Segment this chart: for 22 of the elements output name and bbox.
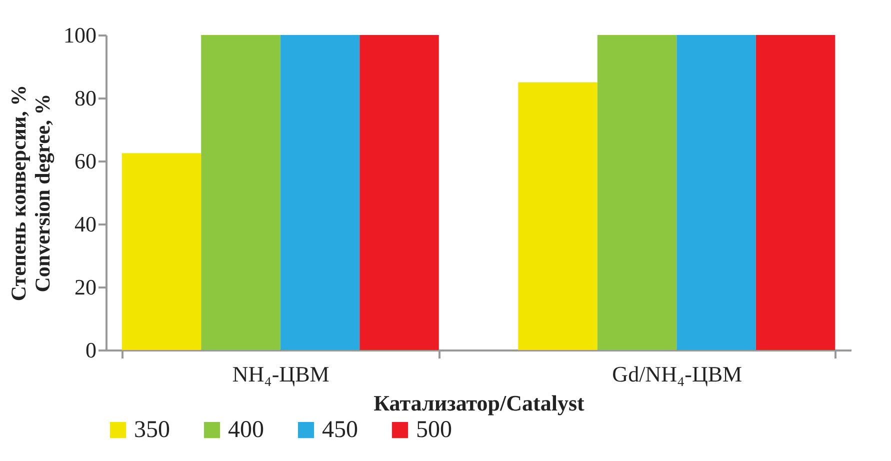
legend-label: 400 — [228, 417, 264, 443]
bar — [360, 35, 439, 350]
legend-label: 500 — [416, 417, 452, 443]
y-tick-label: 60 — [74, 148, 96, 174]
bar — [280, 35, 360, 350]
bar — [597, 35, 677, 350]
bar — [676, 35, 756, 350]
x-tick-label: NH₄-ЦВМ — [232, 362, 330, 386]
bar — [518, 82, 598, 350]
y-tick-label: 100 — [64, 22, 96, 48]
y-tick-label: 0 — [86, 338, 96, 362]
bar — [122, 153, 202, 350]
x-axis-title: Катализатор/Catalyst — [374, 390, 586, 416]
y-axis-title: Степень конверсии, % Conversion degree, % — [6, 84, 54, 302]
y-tick-label: 20 — [74, 274, 96, 300]
legend-label: 350 — [134, 417, 170, 443]
bar — [201, 35, 280, 350]
y-tick-label: 40 — [74, 212, 96, 236]
x-tick-label: Gd/NH₄-ЦВМ — [612, 362, 742, 386]
bar — [756, 35, 836, 350]
legend-label: 450 — [322, 417, 358, 443]
y-tick-label: 80 — [74, 86, 96, 110]
